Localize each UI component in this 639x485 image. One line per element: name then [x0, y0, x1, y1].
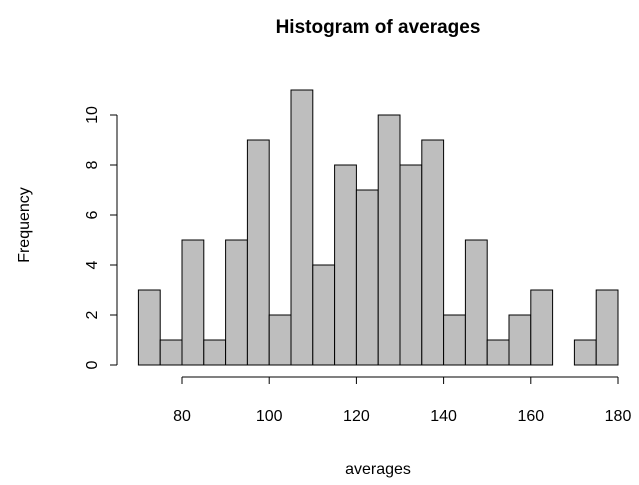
bar — [595, 289, 619, 366]
y-tick-label: 2 — [84, 310, 101, 319]
bar — [225, 239, 248, 366]
bar — [530, 289, 554, 366]
bar — [203, 339, 227, 366]
y-tick-label: 0 — [84, 360, 101, 369]
bar — [443, 314, 466, 366]
x-tick-label: 80 — [173, 408, 191, 425]
bar — [421, 139, 445, 366]
x-tick-label: 180 — [605, 408, 632, 425]
x-tick-label: 100 — [256, 408, 283, 425]
y-tick-label: 6 — [84, 210, 101, 219]
bar — [246, 139, 270, 366]
bar — [573, 339, 597, 366]
bar — [312, 264, 336, 366]
chart-title: Histogram of averages — [276, 17, 481, 38]
bar — [268, 314, 292, 366]
y-tick-label: 10 — [84, 106, 101, 124]
bar — [181, 239, 205, 366]
bar — [137, 289, 161, 366]
x-tick-label: 120 — [343, 408, 370, 425]
bar — [355, 189, 379, 366]
x-tick-label: 160 — [517, 408, 544, 425]
y-axis-label: Frequency — [16, 187, 33, 263]
bar — [290, 89, 314, 366]
bar — [159, 339, 183, 366]
bar — [464, 239, 488, 366]
x-axis-label: averages — [345, 461, 411, 478]
bar — [399, 164, 423, 366]
y-tick-label: 4 — [84, 260, 101, 269]
bar — [334, 164, 357, 366]
bar — [508, 314, 532, 366]
x-tick-label: 140 — [430, 408, 457, 425]
y-tick-label: 8 — [84, 160, 101, 169]
bar — [486, 339, 510, 366]
bar — [377, 114, 401, 366]
